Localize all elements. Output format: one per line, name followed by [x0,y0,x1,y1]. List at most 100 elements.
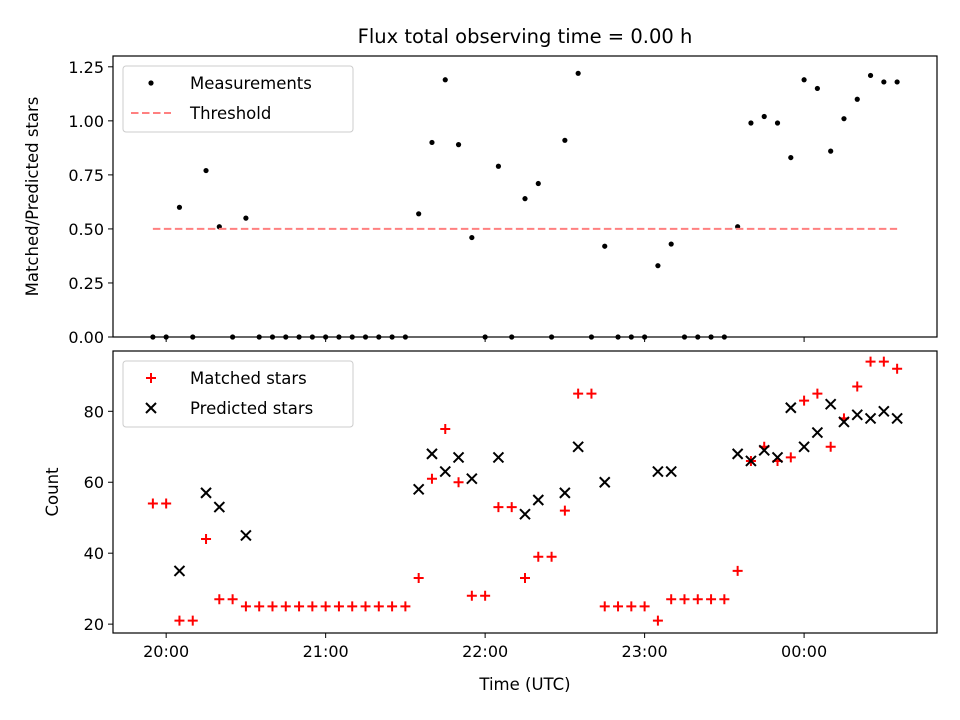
y-tick-label: 0.75 [68,166,104,185]
data-point [201,534,212,544]
data-point [761,113,767,120]
legend-swatch [145,402,157,414]
data-point [666,594,677,605]
data-point [878,405,890,418]
data-point [613,601,624,612]
data-point [894,79,900,85]
data-point [519,508,531,520]
data-point [147,498,158,509]
data-point [360,601,371,612]
data-point [307,601,318,612]
y-tick-label: 0.00 [68,328,104,347]
data-point [801,77,807,83]
legend-box [122,360,354,428]
data-point [416,211,422,217]
data-point [213,501,226,513]
data-point [493,502,504,513]
data-point [240,529,252,542]
data-point [559,505,570,516]
x-tick-label: 00:00 [781,642,827,661]
data-point [626,601,637,612]
data-point [864,412,877,425]
panel-counts: 20:00 21:00 22:00 23:00 00:00 20 40 60 80 Count Ma… [43,350,938,661]
data-point [442,77,448,83]
data-point [679,594,690,605]
legend-label: Threshold [189,104,271,123]
data-point [881,79,887,85]
data-point [203,167,209,174]
y-tick-label: 1.00 [68,112,104,131]
data-point [452,451,465,464]
legend-box [122,65,354,133]
data-point [243,215,249,221]
data-point [706,594,717,605]
data-point [520,573,530,584]
x-tick-label: 22:00 [462,642,508,661]
data-point [506,502,517,513]
data-point [413,573,424,584]
data-point [811,426,824,439]
data-point [532,494,544,506]
data-point [469,234,475,241]
data-point [227,594,238,605]
data-point [373,601,384,612]
data-point [200,487,212,499]
data-point [867,72,874,79]
data-point [240,601,251,612]
data-point [852,381,863,392]
data-point [347,601,358,612]
data-point [559,487,571,499]
data-point [878,356,889,367]
data-point [535,180,541,187]
legend-label: Measurements [190,74,312,93]
data-point [495,163,502,169]
data-point [655,263,661,269]
data-point [745,455,757,467]
data-point [440,424,451,435]
data-point [455,142,462,148]
data-point [668,241,674,247]
data-point [814,85,820,92]
data-point [586,388,597,399]
data-point [546,551,557,562]
data-point [466,472,478,485]
data-point [480,590,491,601]
data-point [533,551,544,562]
data-point [732,565,743,576]
series-matched-stars [147,356,903,626]
data-point [892,363,903,374]
data-point [214,594,225,605]
y-tick-label: 20 [84,615,104,634]
x-axis-label: Time (UTC) [478,675,570,694]
x-tick-label: 23:00 [622,642,668,661]
data-point [176,204,183,210]
data-point [841,116,847,122]
data-point [280,601,291,612]
y-tick-label: 80 [84,402,104,421]
data-point [387,601,398,612]
y-tick-label: 0.25 [68,274,104,293]
data-point [426,473,437,484]
data-point [828,148,834,154]
data-point [174,615,185,626]
data-point [562,137,568,143]
data-point [173,565,186,577]
data-point [652,465,664,478]
data-point [748,120,754,126]
panel-ratio: 0.00 0.25 0.50 0.75 1.00 1.25 Matched/Predicte… [23,55,938,347]
legend: Matched stars Predicted stars [122,360,354,428]
y-axis-label: Matched/Predicted stars [23,97,42,297]
data-point [719,594,730,605]
legend-swatch [146,373,156,383]
chart-title: Flux total observing time = 0.00 h [358,25,693,48]
data-point [758,444,770,457]
data-point [575,70,581,76]
data-point [774,120,781,126]
x-tick-label: 21:00 [303,642,349,661]
data-point [692,594,703,605]
data-point [333,601,344,612]
data-point [825,441,836,452]
data-point [573,388,584,399]
axes-frame [112,350,938,634]
